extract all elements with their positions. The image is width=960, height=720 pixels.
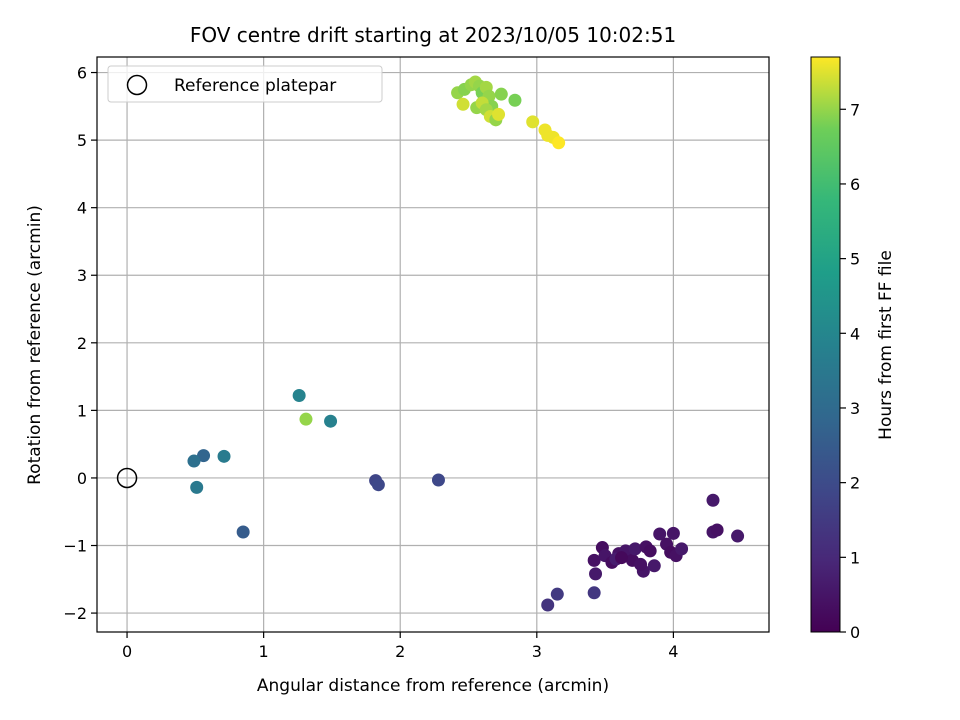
data-point (731, 529, 745, 543)
y-tick-label: −2 (63, 604, 87, 623)
data-point (647, 559, 661, 573)
y-tick-label: 4 (77, 199, 87, 218)
data-point (550, 587, 564, 601)
x-tick-label: 1 (259, 642, 269, 661)
data-point (456, 97, 470, 111)
data-point (197, 449, 211, 463)
data-point (589, 567, 603, 581)
grid-lines (97, 57, 769, 632)
data-point (587, 553, 601, 567)
colorbar-tick-label: 2 (850, 474, 860, 493)
data-point (494, 87, 508, 101)
data-point (508, 93, 522, 107)
data-point (236, 525, 250, 539)
y-tick-label: 3 (77, 266, 87, 285)
data-point (587, 586, 601, 600)
data-point (710, 523, 724, 537)
data-point (666, 526, 680, 540)
data-point (614, 551, 628, 565)
x-axis-ticks: 0 1 2 3 4 (122, 632, 678, 661)
data-point (634, 557, 648, 571)
data-point (526, 115, 540, 129)
colorbar-tick-label: 0 (850, 623, 860, 642)
colorbar-gradient (810, 56, 841, 633)
colorbar-label: Hours from first FF file (876, 250, 896, 440)
plot-frame (96, 56, 770, 633)
colorbar-tick-label: 6 (850, 175, 860, 194)
data-point (217, 449, 231, 463)
x-tick-label: 2 (395, 642, 405, 661)
data-point (492, 107, 506, 121)
x-axis-label: Angular distance from reference (arcmin) (257, 676, 609, 696)
data-point (653, 527, 667, 541)
y-axis-label: Rotation from reference (arcmin) (25, 205, 45, 485)
x-tick-label: 0 (122, 642, 132, 661)
data-point (706, 493, 720, 507)
data-point (552, 136, 566, 150)
colorbar-tick-label: 5 (850, 250, 860, 269)
y-axis-ticks: −2 −1 0 1 2 3 4 5 6 (63, 64, 97, 623)
y-tick-label: 6 (77, 64, 87, 83)
colorbar: 0 1 2 3 4 5 6 7 Hours from first FF file (810, 56, 896, 642)
data-point (371, 478, 385, 492)
data-point (643, 544, 657, 558)
colorbar-tick-label: 3 (850, 399, 860, 418)
data-point (675, 542, 689, 556)
data-point (628, 542, 642, 556)
colorbar-tick-label: 7 (850, 100, 860, 119)
data-point (431, 473, 445, 487)
y-tick-label: 0 (77, 469, 87, 488)
data-point (190, 480, 204, 494)
x-tick-label: 3 (532, 642, 542, 661)
y-tick-label: 2 (77, 334, 87, 353)
data-points (116, 75, 745, 612)
reference-point-marker (116, 467, 138, 489)
data-point (187, 454, 201, 468)
colorbar-ticks: 0 1 2 3 4 5 6 7 (840, 100, 860, 642)
data-point (541, 598, 555, 612)
y-tick-label: −1 (63, 537, 87, 556)
legend-reference-marker (126, 74, 148, 96)
legend-entry-reference: Reference platepar (174, 76, 336, 96)
data-point (292, 389, 306, 403)
legend: Reference platepar (107, 65, 383, 103)
data-point (324, 414, 338, 428)
data-point (299, 412, 313, 426)
chart-title: FOV centre drift starting at 2023/10/05 … (190, 23, 676, 47)
y-tick-label: 5 (77, 131, 87, 150)
colorbar-tick-label: 1 (850, 548, 860, 567)
y-tick-label: 1 (77, 401, 87, 420)
legend-box (107, 65, 383, 103)
x-tick-label: 4 (668, 642, 678, 661)
colorbar-tick-label: 4 (850, 324, 860, 343)
